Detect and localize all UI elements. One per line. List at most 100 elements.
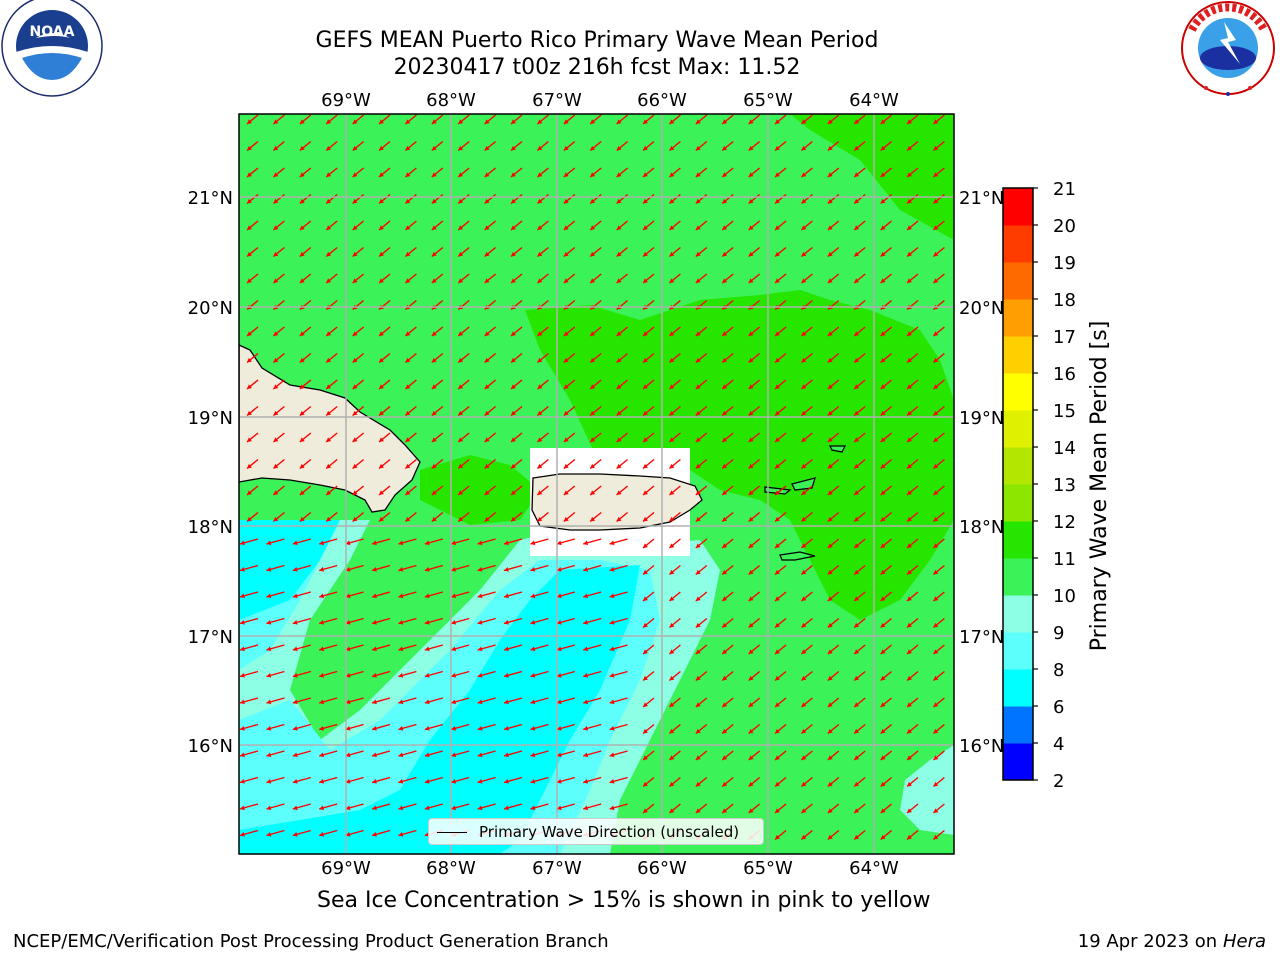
chart-title: GEFS MEAN Puerto Rico Primary Wave Mean … [315,28,879,53]
colorbar-swatch [1003,373,1033,411]
wave-arrow [325,140,338,152]
wave-arrow [503,538,523,546]
wave-arrow [404,326,417,337]
wave-arrow [457,114,470,125]
wave-arrow [853,803,866,814]
lat-tick-right: 18°N [959,517,1004,538]
wave-arrow [616,352,629,364]
map-frame [238,113,955,855]
wave-arrow [451,644,470,652]
wave-arrow [378,167,391,178]
wave-arrow [932,193,945,205]
wave-arrow [484,273,497,284]
wave-arrow [536,167,549,178]
colorbar-swatch [1003,521,1033,559]
wave-arrow [589,220,602,231]
wave-arrow [642,776,655,788]
wave-arrow [246,458,259,470]
lon-axis-bottom: 69°W 68°W 67°W 66°W 65°W 64°W [321,858,899,879]
wave-arrow [642,591,655,602]
wave-arrow [748,776,761,788]
colorbar: 2 4 6 8 9 10 11 12 13 14 15 16 17 18 19 20 21 [1002,179,1076,792]
wave-arrow [239,617,259,625]
wave-arrow [556,776,575,784]
wave-arrow [424,750,443,758]
wave-arrow [748,803,761,814]
wave-arrow [800,326,813,337]
wave-arrow [932,352,945,364]
wave-arrow [299,405,312,417]
wave-arrow [668,273,681,284]
wave-arrow [695,511,708,523]
lat-tick-right: 21°N [959,188,1004,209]
colorbar-tick: 15 [1053,401,1076,422]
wave-arrow [774,352,787,364]
wave-arrow [398,697,417,705]
wave-arrow [616,432,629,443]
wave-arrow [906,750,919,761]
wave-arrow [721,644,734,655]
colorbar-label: Primary Wave Mean Period [s] [1087,321,1112,652]
wave-arrow [827,750,840,761]
wave-arrow [292,538,311,546]
wave-arrow [853,538,866,549]
lon-tick-bottom: 64°W [849,858,899,879]
colorbar-swatch [1003,743,1033,781]
wave-arrow [239,538,259,546]
wave-arrow [695,273,708,284]
wave-arrow [800,167,813,178]
wave-arrow [774,564,787,576]
wave-arrow [477,538,496,546]
wave-arrow [906,644,919,655]
wave-arrow [748,140,761,152]
wave-arrow [319,723,338,731]
wave-arrow [827,167,840,178]
wave-arrow [371,803,391,811]
wave-arrow [352,405,365,417]
wave-arrow [431,246,444,258]
wave-arrow [721,140,734,152]
wave-arrow [319,644,338,652]
wave-arrow [272,167,285,178]
wave-arrow [774,405,787,417]
wave-arrow [668,776,681,788]
wave-arrow [800,405,813,417]
wave-arrow [827,697,840,708]
wave-arrow [431,458,444,470]
noaa-logo: NOAA [1,0,103,97]
wave-arrow [721,591,734,602]
wave-arrow [853,776,866,788]
wave-arrow [352,220,365,231]
wave-arrow [616,405,629,417]
wave-arrow [827,511,840,523]
wave-arrow [642,273,655,284]
wave-arrow [880,644,893,655]
wave-arrow [583,723,602,731]
lat-tick-left: 21°N [188,188,233,209]
wave-arrow [695,591,708,602]
wave-arrow [800,432,813,443]
wave-arrow [556,670,575,678]
wave-arrow [774,220,787,231]
wave-arrow [695,432,708,443]
wave-arrow [477,697,496,705]
wave-arrow [932,273,945,284]
lon-tick-bottom: 68°W [426,858,476,879]
noaa-logo-text: NOAA [30,24,75,40]
wave-arrow [609,617,628,625]
wave-arrow [721,750,734,761]
wave-arrow [398,776,417,784]
wave-arrow [536,379,549,390]
wave-arrow [556,538,575,546]
wave-arrow [853,670,866,682]
colorbar-tick: 19 [1053,253,1076,274]
wave-arrow [853,591,866,602]
wave-arrow [530,803,549,811]
wave-arrow [748,564,761,576]
wave-arrow [484,511,497,523]
wave-arrow [563,379,576,390]
wave-arrow [880,723,893,735]
wave-arrow [510,352,523,364]
wave-arrow [906,220,919,231]
wave-arrow [563,140,576,152]
